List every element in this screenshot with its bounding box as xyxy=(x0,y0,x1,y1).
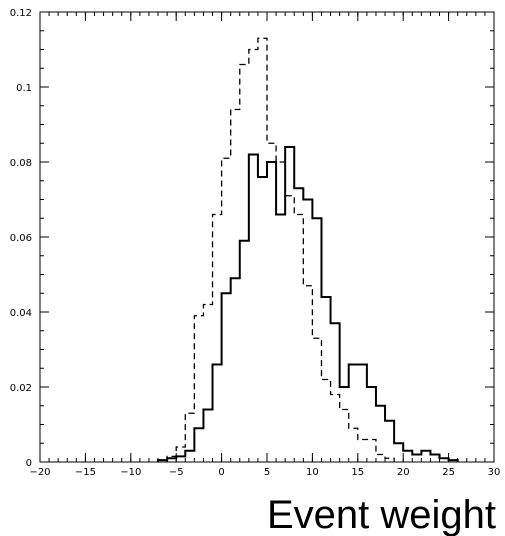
histogram-bin xyxy=(249,50,258,463)
histogram-bin xyxy=(312,338,321,462)
series-layer xyxy=(157,37,459,463)
series-dashed xyxy=(166,37,395,463)
histogram-bin xyxy=(267,143,276,462)
y-axis-ticks: 0 0.02 0.04 0.06 0.08 0.1 0.12 xyxy=(10,8,494,469)
x-tick-label: −5 xyxy=(169,467,184,478)
x-tick-label: 25 xyxy=(442,467,455,478)
x-tick-label: 20 xyxy=(397,467,410,478)
y-tick-label: 0.06 xyxy=(10,233,32,244)
histogram-bin xyxy=(440,458,449,462)
y-tick-label: 0.04 xyxy=(10,308,32,319)
x-tick-label: 5 xyxy=(264,467,270,478)
y-tick-label: 0.02 xyxy=(10,383,32,394)
histogram-bin xyxy=(358,440,367,463)
histogram-bin xyxy=(412,455,421,463)
histogram-bin xyxy=(449,460,458,462)
histogram-bin xyxy=(367,440,376,463)
histogram-bin xyxy=(222,158,231,462)
histogram-bin xyxy=(394,443,403,462)
histogram-bin xyxy=(385,458,394,462)
histogram-bin xyxy=(213,215,222,463)
histogram-bin xyxy=(231,110,240,463)
histogram-bin xyxy=(340,410,349,463)
histogram-bin xyxy=(240,65,249,463)
x-tick-label: 0 xyxy=(218,467,224,478)
histogram-bin xyxy=(176,447,185,462)
histogram-bin xyxy=(258,38,267,462)
x-tick-label: 30 xyxy=(488,467,501,478)
series-outline xyxy=(157,146,459,462)
histogram-bin xyxy=(276,162,285,462)
histogram-bin xyxy=(349,428,358,462)
x-tick-label: 10 xyxy=(306,467,319,478)
histogram-bin xyxy=(194,316,203,462)
x-tick-label: −15 xyxy=(75,467,96,478)
y-tick-label: 0.12 xyxy=(10,8,32,19)
y-tick-label: 0.1 xyxy=(16,83,32,94)
x-tick-label: −10 xyxy=(120,467,141,478)
x-tick-label: −20 xyxy=(29,467,50,478)
histogram-bin xyxy=(430,455,439,463)
histogram-bin xyxy=(321,380,330,463)
y-tick-label: 0.08 xyxy=(10,158,32,169)
histogram-bin xyxy=(403,451,412,462)
histogram-bin xyxy=(285,196,294,462)
histogram-bin xyxy=(421,451,430,462)
histogram-bin xyxy=(385,421,394,462)
series-outline xyxy=(166,37,395,462)
x-tick-label: 15 xyxy=(351,467,364,478)
histogram-bin xyxy=(303,286,312,462)
histogram-bin xyxy=(167,456,176,462)
histogram-bin xyxy=(203,305,212,463)
histogram-bin xyxy=(158,460,167,462)
histogram-bin xyxy=(294,215,303,463)
histogram-bin xyxy=(185,413,194,462)
x-axis-ticks: −20 −15 −10 −5 0 5 10 15 20 25 30 xyxy=(29,12,500,478)
x-axis-label: Event weight xyxy=(267,493,496,536)
y-tick-label: 0 xyxy=(26,458,32,469)
histogram-bin xyxy=(331,395,340,463)
histogram-bin xyxy=(376,406,385,462)
series-solid xyxy=(157,146,459,463)
histogram-bin xyxy=(376,455,385,463)
